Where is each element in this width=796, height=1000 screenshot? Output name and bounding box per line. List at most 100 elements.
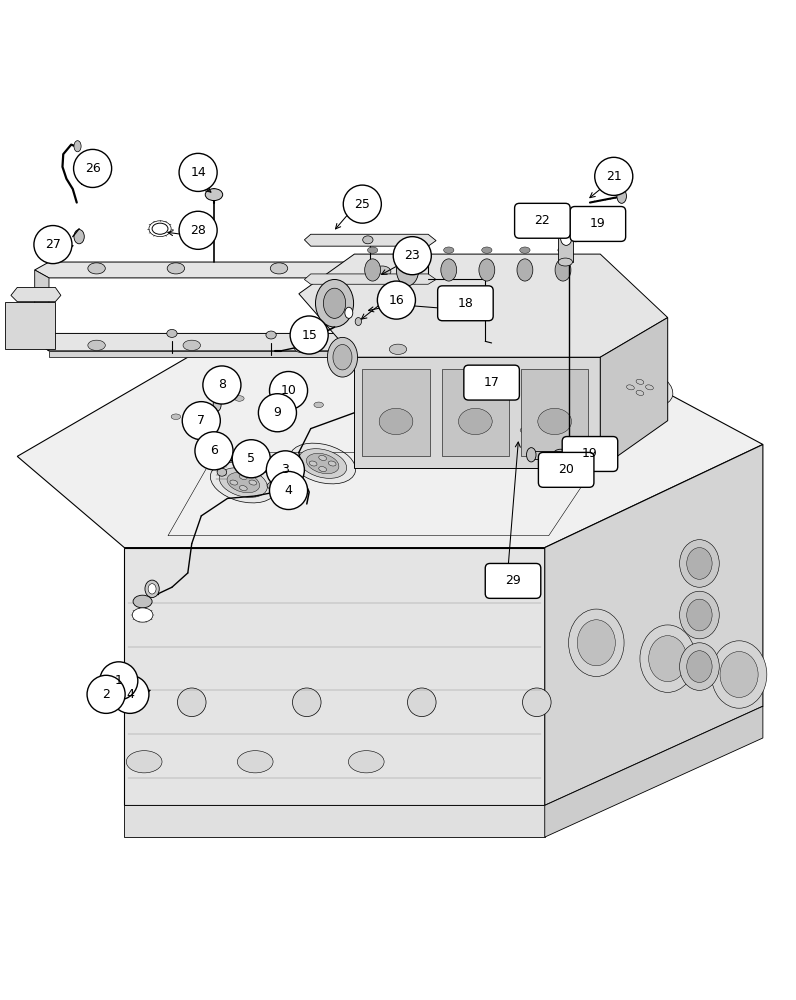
Ellipse shape bbox=[646, 385, 654, 390]
Polygon shape bbox=[600, 318, 668, 468]
Text: 25: 25 bbox=[354, 198, 370, 211]
Text: 8: 8 bbox=[218, 378, 226, 391]
Ellipse shape bbox=[720, 652, 758, 698]
Ellipse shape bbox=[560, 231, 572, 245]
Polygon shape bbox=[124, 805, 544, 837]
Ellipse shape bbox=[544, 396, 577, 417]
Ellipse shape bbox=[365, 259, 380, 281]
Ellipse shape bbox=[167, 329, 177, 337]
Circle shape bbox=[73, 149, 111, 187]
Circle shape bbox=[270, 371, 307, 410]
Circle shape bbox=[182, 402, 220, 440]
Circle shape bbox=[179, 153, 217, 191]
Text: 2: 2 bbox=[102, 688, 110, 701]
Ellipse shape bbox=[309, 461, 317, 466]
Text: 10: 10 bbox=[281, 384, 296, 397]
Ellipse shape bbox=[396, 254, 419, 286]
Text: 21: 21 bbox=[606, 170, 622, 183]
Polygon shape bbox=[298, 254, 668, 357]
Ellipse shape bbox=[623, 377, 656, 398]
Circle shape bbox=[179, 211, 217, 249]
Ellipse shape bbox=[487, 423, 494, 428]
Ellipse shape bbox=[607, 367, 673, 408]
Ellipse shape bbox=[230, 480, 238, 485]
Circle shape bbox=[100, 662, 138, 700]
Polygon shape bbox=[18, 357, 763, 548]
Polygon shape bbox=[558, 226, 572, 262]
Ellipse shape bbox=[680, 540, 720, 587]
Ellipse shape bbox=[568, 609, 624, 676]
Ellipse shape bbox=[210, 462, 276, 503]
Ellipse shape bbox=[479, 259, 495, 281]
Text: 26: 26 bbox=[84, 162, 100, 175]
Circle shape bbox=[232, 440, 271, 478]
Ellipse shape bbox=[448, 405, 514, 446]
Ellipse shape bbox=[558, 258, 572, 266]
FancyBboxPatch shape bbox=[562, 437, 618, 471]
Circle shape bbox=[377, 281, 416, 319]
Circle shape bbox=[393, 237, 431, 275]
Text: 16: 16 bbox=[388, 294, 404, 307]
Ellipse shape bbox=[183, 340, 201, 350]
Ellipse shape bbox=[349, 751, 384, 773]
Ellipse shape bbox=[315, 279, 353, 327]
Ellipse shape bbox=[227, 472, 259, 493]
Polygon shape bbox=[304, 234, 436, 246]
Ellipse shape bbox=[712, 641, 767, 708]
FancyBboxPatch shape bbox=[486, 563, 540, 598]
Ellipse shape bbox=[537, 392, 584, 421]
Polygon shape bbox=[35, 270, 49, 351]
Text: 7: 7 bbox=[197, 414, 205, 427]
Polygon shape bbox=[533, 451, 560, 459]
Circle shape bbox=[267, 451, 304, 489]
Ellipse shape bbox=[393, 410, 403, 416]
Text: 27: 27 bbox=[45, 238, 60, 251]
Ellipse shape bbox=[245, 467, 258, 475]
Circle shape bbox=[290, 316, 328, 354]
Ellipse shape bbox=[267, 482, 279, 489]
Ellipse shape bbox=[441, 259, 457, 281]
Ellipse shape bbox=[333, 345, 352, 370]
Polygon shape bbox=[544, 444, 763, 805]
Text: 18: 18 bbox=[458, 297, 474, 310]
Ellipse shape bbox=[74, 141, 81, 152]
Text: 14: 14 bbox=[190, 166, 206, 179]
Ellipse shape bbox=[237, 751, 273, 773]
Polygon shape bbox=[442, 369, 509, 456]
Ellipse shape bbox=[327, 337, 357, 377]
Ellipse shape bbox=[408, 442, 416, 447]
Polygon shape bbox=[544, 706, 763, 837]
Ellipse shape bbox=[538, 408, 572, 435]
Ellipse shape bbox=[553, 449, 568, 459]
Polygon shape bbox=[11, 287, 60, 302]
Ellipse shape bbox=[478, 428, 486, 434]
Ellipse shape bbox=[318, 467, 326, 472]
Ellipse shape bbox=[171, 414, 181, 419]
Ellipse shape bbox=[558, 222, 572, 230]
Ellipse shape bbox=[318, 455, 326, 460]
Ellipse shape bbox=[294, 343, 311, 353]
Circle shape bbox=[343, 185, 381, 223]
Ellipse shape bbox=[636, 390, 644, 395]
Circle shape bbox=[34, 226, 72, 264]
Ellipse shape bbox=[386, 434, 418, 455]
Ellipse shape bbox=[271, 263, 287, 274]
Ellipse shape bbox=[457, 418, 466, 423]
Ellipse shape bbox=[465, 415, 498, 436]
Ellipse shape bbox=[328, 461, 336, 466]
Ellipse shape bbox=[558, 247, 568, 253]
FancyBboxPatch shape bbox=[464, 365, 519, 400]
Circle shape bbox=[292, 688, 321, 717]
Ellipse shape bbox=[457, 411, 505, 440]
Ellipse shape bbox=[520, 427, 529, 433]
Ellipse shape bbox=[526, 448, 536, 462]
Circle shape bbox=[195, 432, 233, 470]
Polygon shape bbox=[362, 369, 430, 456]
Ellipse shape bbox=[88, 340, 105, 350]
Ellipse shape bbox=[213, 398, 221, 411]
Ellipse shape bbox=[556, 398, 564, 403]
Ellipse shape bbox=[555, 259, 571, 281]
Text: 9: 9 bbox=[274, 406, 281, 419]
Text: 15: 15 bbox=[301, 329, 317, 342]
Ellipse shape bbox=[240, 474, 248, 480]
